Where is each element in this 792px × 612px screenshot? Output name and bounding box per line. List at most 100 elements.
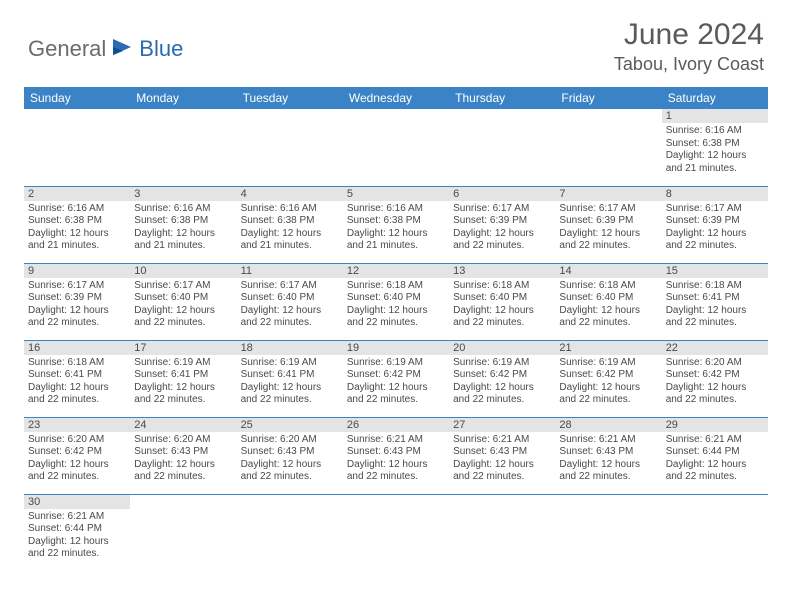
day-details: Sunrise: 6:17 AMSunset: 6:39 PMDaylight:… [449, 201, 555, 255]
sunrise-line: Sunrise: 6:20 AM [134, 434, 232, 447]
daylight-line: Daylight: 12 hours and 22 minutes. [559, 459, 657, 484]
day-number: 24 [130, 418, 236, 432]
day-details: Sunrise: 6:16 AMSunset: 6:38 PMDaylight:… [24, 201, 130, 255]
day-cell: 22Sunrise: 6:20 AMSunset: 6:42 PMDayligh… [662, 340, 768, 417]
calendar-row: 16Sunrise: 6:18 AMSunset: 6:41 PMDayligh… [24, 340, 768, 417]
empty-cell [555, 494, 661, 571]
daylight-line: Daylight: 12 hours and 21 minutes. [28, 228, 126, 253]
daylight-line: Daylight: 12 hours and 22 minutes. [28, 536, 126, 561]
calendar-row: 23Sunrise: 6:20 AMSunset: 6:42 PMDayligh… [24, 417, 768, 494]
day-details: Sunrise: 6:17 AMSunset: 6:40 PMDaylight:… [130, 278, 236, 332]
day-cell: 18Sunrise: 6:19 AMSunset: 6:41 PMDayligh… [237, 340, 343, 417]
daylight-line: Daylight: 12 hours and 22 minutes. [453, 228, 551, 253]
day-details: Sunrise: 6:19 AMSunset: 6:41 PMDaylight:… [237, 355, 343, 409]
sunset-line: Sunset: 6:40 PM [241, 292, 339, 305]
daylight-line: Daylight: 12 hours and 22 minutes. [347, 305, 445, 330]
sunrise-line: Sunrise: 6:17 AM [134, 280, 232, 293]
day-details: Sunrise: 6:21 AMSunset: 6:43 PMDaylight:… [449, 432, 555, 486]
day-details: Sunrise: 6:18 AMSunset: 6:41 PMDaylight:… [24, 355, 130, 409]
sunset-line: Sunset: 6:41 PM [134, 369, 232, 382]
sunrise-line: Sunrise: 6:16 AM [134, 203, 232, 216]
sunrise-line: Sunrise: 6:20 AM [28, 434, 126, 447]
sunset-line: Sunset: 6:38 PM [347, 215, 445, 228]
sunset-line: Sunset: 6:43 PM [559, 446, 657, 459]
day-cell: 11Sunrise: 6:17 AMSunset: 6:40 PMDayligh… [237, 263, 343, 340]
calendar-row: 2Sunrise: 6:16 AMSunset: 6:38 PMDaylight… [24, 186, 768, 263]
weekday-header-row: SundayMondayTuesdayWednesdayThursdayFrid… [24, 87, 768, 109]
sunrise-line: Sunrise: 6:16 AM [666, 125, 764, 138]
day-cell: 9Sunrise: 6:17 AMSunset: 6:39 PMDaylight… [24, 263, 130, 340]
day-cell: 10Sunrise: 6:17 AMSunset: 6:40 PMDayligh… [130, 263, 236, 340]
daylight-line: Daylight: 12 hours and 22 minutes. [666, 459, 764, 484]
month-title: June 2024 [614, 18, 764, 52]
daylight-line: Daylight: 12 hours and 22 minutes. [453, 459, 551, 484]
daylight-line: Daylight: 12 hours and 21 minutes. [134, 228, 232, 253]
day-cell: 1Sunrise: 6:16 AMSunset: 6:38 PMDaylight… [662, 109, 768, 186]
day-cell: 20Sunrise: 6:19 AMSunset: 6:42 PMDayligh… [449, 340, 555, 417]
day-number: 17 [130, 341, 236, 355]
sunrise-line: Sunrise: 6:18 AM [453, 280, 551, 293]
sunset-line: Sunset: 6:41 PM [666, 292, 764, 305]
day-number: 29 [662, 418, 768, 432]
calendar-body: 1Sunrise: 6:16 AMSunset: 6:38 PMDaylight… [24, 109, 768, 571]
day-details: Sunrise: 6:16 AMSunset: 6:38 PMDaylight:… [343, 201, 449, 255]
day-details: Sunrise: 6:20 AMSunset: 6:43 PMDaylight:… [130, 432, 236, 486]
sunrise-line: Sunrise: 6:16 AM [28, 203, 126, 216]
empty-cell [24, 109, 130, 186]
sunrise-line: Sunrise: 6:18 AM [347, 280, 445, 293]
sunset-line: Sunset: 6:38 PM [134, 215, 232, 228]
day-number: 12 [343, 264, 449, 278]
calendar-row: 9Sunrise: 6:17 AMSunset: 6:39 PMDaylight… [24, 263, 768, 340]
empty-cell [130, 494, 236, 571]
sunrise-line: Sunrise: 6:20 AM [241, 434, 339, 447]
sunset-line: Sunset: 6:43 PM [453, 446, 551, 459]
sunrise-line: Sunrise: 6:19 AM [347, 357, 445, 370]
day-number: 9 [24, 264, 130, 278]
sunset-line: Sunset: 6:42 PM [28, 446, 126, 459]
day-cell: 30Sunrise: 6:21 AMSunset: 6:44 PMDayligh… [24, 494, 130, 571]
day-cell: 28Sunrise: 6:21 AMSunset: 6:43 PMDayligh… [555, 417, 661, 494]
sunrise-line: Sunrise: 6:21 AM [28, 511, 126, 524]
day-details: Sunrise: 6:19 AMSunset: 6:42 PMDaylight:… [343, 355, 449, 409]
sunrise-line: Sunrise: 6:21 AM [559, 434, 657, 447]
daylight-line: Daylight: 12 hours and 22 minutes. [666, 382, 764, 407]
day-number: 2 [24, 187, 130, 201]
sunrise-line: Sunrise: 6:16 AM [347, 203, 445, 216]
empty-cell [555, 109, 661, 186]
sunset-line: Sunset: 6:38 PM [241, 215, 339, 228]
sunrise-line: Sunrise: 6:17 AM [666, 203, 764, 216]
calendar-row: 1Sunrise: 6:16 AMSunset: 6:38 PMDaylight… [24, 109, 768, 186]
sunset-line: Sunset: 6:43 PM [347, 446, 445, 459]
sunrise-line: Sunrise: 6:19 AM [453, 357, 551, 370]
daylight-line: Daylight: 12 hours and 22 minutes. [559, 228, 657, 253]
empty-cell [130, 109, 236, 186]
day-details: Sunrise: 6:20 AMSunset: 6:42 PMDaylight:… [24, 432, 130, 486]
calendar-table: SundayMondayTuesdayWednesdayThursdayFrid… [24, 87, 768, 571]
day-number: 5 [343, 187, 449, 201]
weekday-header: Monday [130, 87, 236, 109]
sunset-line: Sunset: 6:42 PM [559, 369, 657, 382]
empty-cell [237, 494, 343, 571]
sunset-line: Sunset: 6:39 PM [453, 215, 551, 228]
day-details: Sunrise: 6:16 AMSunset: 6:38 PMDaylight:… [130, 201, 236, 255]
daylight-line: Daylight: 12 hours and 22 minutes. [453, 382, 551, 407]
weekday-header: Wednesday [343, 87, 449, 109]
empty-cell [449, 109, 555, 186]
empty-cell [449, 494, 555, 571]
day-details: Sunrise: 6:17 AMSunset: 6:39 PMDaylight:… [555, 201, 661, 255]
day-cell: 27Sunrise: 6:21 AMSunset: 6:43 PMDayligh… [449, 417, 555, 494]
daylight-line: Daylight: 12 hours and 22 minutes. [347, 459, 445, 484]
day-cell: 14Sunrise: 6:18 AMSunset: 6:40 PMDayligh… [555, 263, 661, 340]
daylight-line: Daylight: 12 hours and 22 minutes. [241, 382, 339, 407]
sunrise-line: Sunrise: 6:18 AM [559, 280, 657, 293]
day-cell: 13Sunrise: 6:18 AMSunset: 6:40 PMDayligh… [449, 263, 555, 340]
title-block: June 2024 Tabou, Ivory Coast [614, 18, 764, 75]
flag-icon [111, 37, 135, 62]
sunrise-line: Sunrise: 6:16 AM [241, 203, 339, 216]
sunset-line: Sunset: 6:41 PM [241, 369, 339, 382]
day-details: Sunrise: 6:21 AMSunset: 6:44 PMDaylight:… [24, 509, 130, 563]
sunset-line: Sunset: 6:43 PM [134, 446, 232, 459]
daylight-line: Daylight: 12 hours and 22 minutes. [666, 305, 764, 330]
day-number: 18 [237, 341, 343, 355]
day-cell: 23Sunrise: 6:20 AMSunset: 6:42 PMDayligh… [24, 417, 130, 494]
